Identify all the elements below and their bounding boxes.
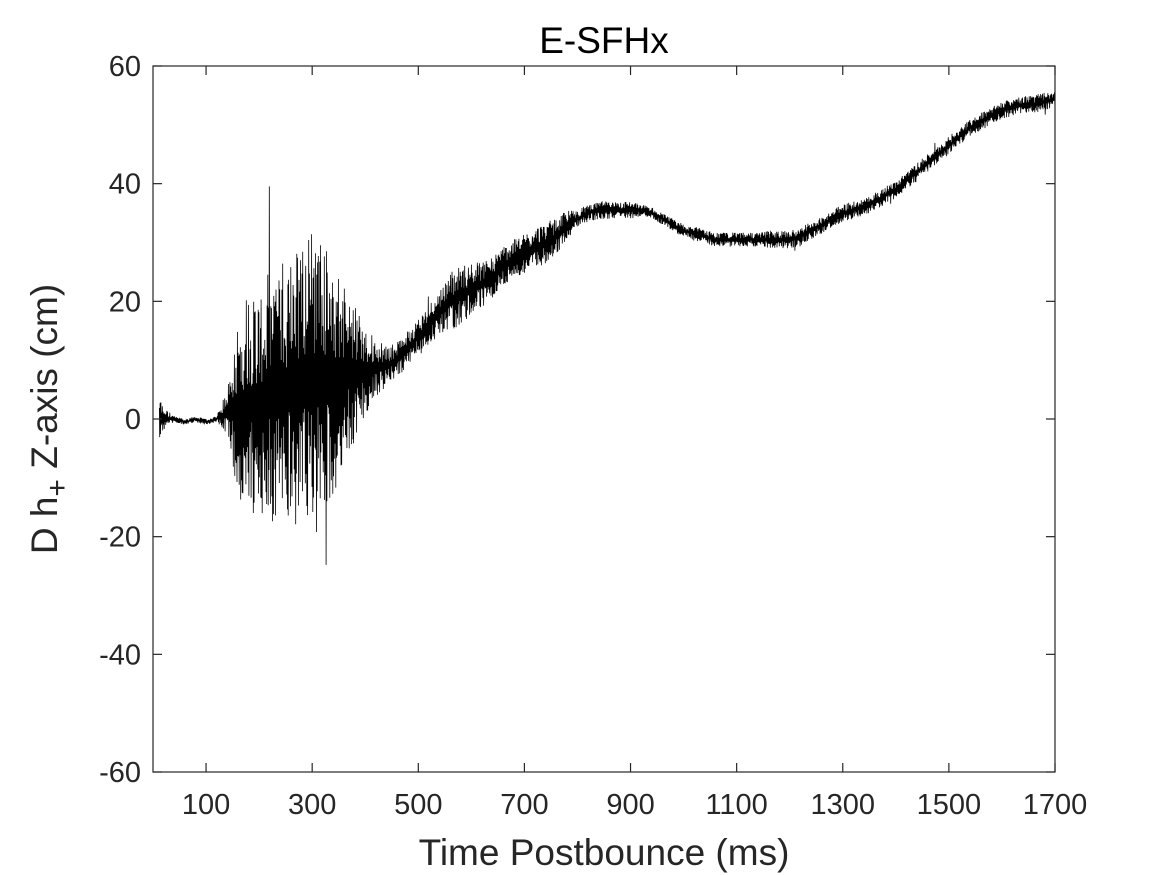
x-tick-label: 700 [500,789,548,821]
series-line [159,92,1056,565]
plot-area [159,92,1056,565]
y-tick-label: -20 [99,522,141,554]
y-axis-label-rest: Z-axis (cm) [24,284,65,479]
x-tick-label: 1100 [705,789,767,821]
x-tick-label: 900 [606,789,654,821]
chart-title: E-SFHx [539,20,669,61]
x-tick-label: 1300 [811,789,876,821]
x-tick-label: 1500 [917,789,982,821]
x-tick-label: 100 [182,789,230,821]
y-tick-label: 20 [109,286,141,318]
y-axis-label-main: D h [24,497,65,555]
x-axis: 100 300 500 700 900 1100 1300 1500 1700 [182,66,1087,821]
axes-box [152,65,1056,773]
x-axis-label: Time Postbounce (ms) [419,832,790,873]
x-tick-label: 500 [394,789,442,821]
y-tick-label: -60 [99,757,141,789]
y-tick-label: 40 [109,169,141,201]
y-axis-label: D h+ Z-axis (cm) [24,284,74,554]
y-tick-label: -40 [99,639,141,671]
y-tick-label: 60 [109,51,141,83]
y-axis-label-subscript: + [41,479,74,497]
y-tick-label: 0 [125,404,141,436]
x-tick-label: 1700 [1023,789,1088,821]
x-tick-label: 300 [288,789,336,821]
